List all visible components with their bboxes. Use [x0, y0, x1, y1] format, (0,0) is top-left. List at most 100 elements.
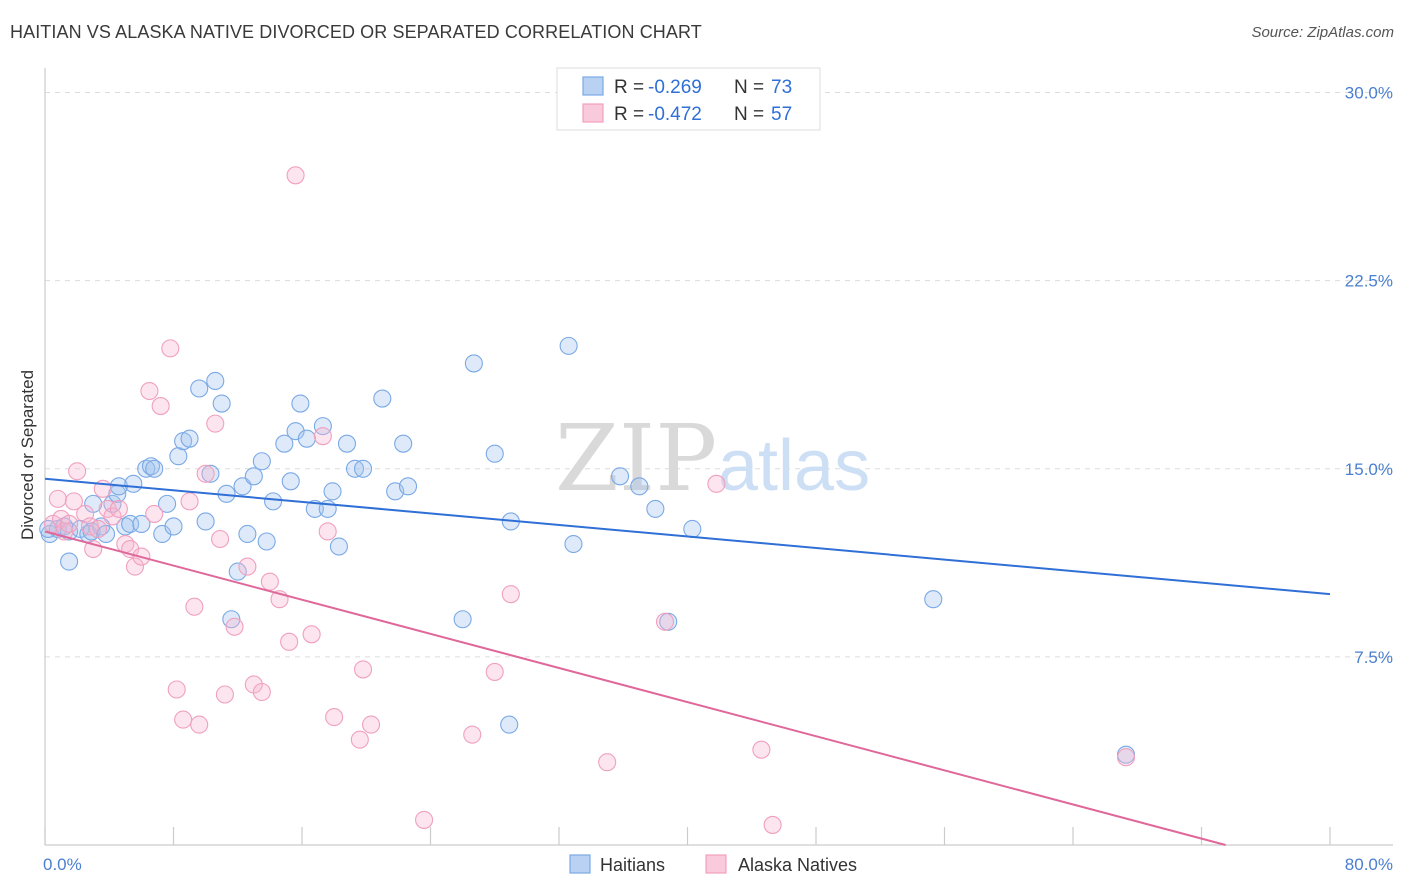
point-alaska-native: [1116, 748, 1136, 767]
point-haitians: [233, 477, 252, 496]
legend-bottom-label-alaska: Alaska Natives: [738, 855, 857, 875]
point-haitians: [244, 467, 263, 486]
point-alaska-native: [125, 557, 144, 576]
point-haitians: [353, 459, 373, 478]
point-haitians: [196, 512, 215, 531]
y-tick-label: 30.0%: [1345, 84, 1393, 103]
point-alaska-native: [151, 397, 170, 416]
point-alaska-native: [763, 815, 782, 834]
chart-title: HAITIAN VS ALASKA NATIVE DIVORCED OR SEP…: [10, 22, 702, 42]
point-haitians: [559, 336, 578, 355]
point-haitians: [297, 429, 316, 448]
point-alaska-native: [598, 753, 617, 772]
legend-n-value-2: 57: [771, 104, 792, 125]
y-tick-label: 15.0%: [1345, 460, 1393, 479]
point-haitians: [275, 434, 294, 453]
point-alaska-native: [167, 680, 186, 699]
legend-bottom-label-haitians: Haitians: [600, 855, 665, 875]
point-alaska-native: [463, 725, 482, 744]
point-haitians: [305, 499, 324, 518]
legend-n-label-1: N =: [734, 77, 764, 98]
y-tick-label: 7.5%: [1354, 648, 1393, 667]
point-haitians: [924, 590, 943, 609]
legend-swatch-haitians: [582, 76, 604, 96]
point-alaska-native: [707, 474, 726, 493]
point-haitians: [164, 517, 183, 536]
point-haitians: [564, 534, 583, 554]
point-alaska-native: [109, 499, 128, 518]
point-haitians: [60, 552, 79, 571]
point-alaska-native: [215, 685, 234, 704]
point-haitians: [329, 537, 348, 556]
point-alaska-native: [190, 715, 209, 734]
point-alaska-native: [161, 339, 180, 358]
watermark-zip: ZIP: [555, 405, 717, 512]
series-alaska-natives: [43, 166, 1136, 834]
point-alaska-native: [252, 682, 271, 702]
point-alaska-native: [280, 632, 299, 651]
series-haitians: [39, 336, 1136, 764]
watermark-atlas: atlas: [718, 426, 870, 506]
trendlines: [44, 477, 1331, 846]
point-haitians: [238, 524, 257, 544]
legend-r-label-1: R =: [614, 77, 644, 98]
point-alaska-native: [196, 464, 215, 483]
point-haitians: [394, 434, 413, 453]
point-haitians: [124, 474, 143, 493]
point-haitians: [313, 417, 332, 436]
point-alaska-native: [60, 514, 79, 534]
point-alaska-native: [286, 166, 305, 185]
point-alaska-native: [501, 585, 520, 604]
point-haitians: [646, 499, 665, 518]
point-haitians: [257, 532, 276, 551]
point-alaska-native: [325, 708, 344, 727]
point-alaska-native: [260, 572, 279, 591]
point-alaska-native: [485, 662, 504, 681]
point-haitians: [145, 459, 164, 478]
point-alaska-native: [238, 557, 257, 576]
point-haitians: [180, 429, 199, 448]
watermark: ZIP atlas: [555, 405, 870, 512]
point-alaska-native: [302, 625, 321, 644]
point-haitians: [228, 562, 247, 581]
point-haitians: [291, 394, 310, 413]
legend-r-value-1: -0.269: [648, 77, 702, 98]
legend-bottom-swatch-haitians: [569, 854, 591, 874]
point-haitians: [323, 482, 342, 501]
legend-n-value-1: 73: [771, 77, 792, 98]
point-haitians: [485, 444, 504, 463]
point-haitians: [252, 452, 271, 471]
legend-top: R = -0.269 N = 73 R = -0.472 N = 57: [556, 67, 821, 131]
point-alaska-native: [206, 414, 225, 433]
point-alaska-native: [185, 597, 204, 616]
point-haitians: [201, 464, 220, 483]
point-haitians: [500, 715, 519, 734]
point-alaska-native: [48, 489, 67, 508]
point-alaska-native: [68, 462, 87, 481]
y-tick-labels: 7.5% 15.0% 22.5% 30.0%: [1345, 84, 1393, 667]
gridlines: [45, 92, 1393, 658]
y-tick-label: 22.5%: [1345, 272, 1393, 291]
point-alaska-native: [752, 740, 771, 759]
point-alaska-native: [103, 507, 122, 526]
point-haitians: [683, 519, 702, 539]
point-haitians: [281, 472, 300, 491]
x-tick-label-max: 80.0%: [1345, 855, 1393, 874]
legend-r-value-2: -0.472: [648, 104, 702, 125]
x-tick-label-min: 0.0%: [43, 855, 82, 874]
point-haitians: [373, 389, 392, 408]
trendline-haitians: [44, 477, 1331, 596]
legend-swatch-alaska: [582, 103, 604, 123]
point-haitians: [264, 492, 283, 511]
point-alaska-native: [313, 427, 332, 446]
point-haitians: [206, 371, 225, 391]
point-haitians: [398, 477, 418, 496]
point-alaska-native: [140, 381, 159, 401]
point-alaska-native: [145, 504, 164, 523]
axes: [44, 68, 1393, 846]
legend-r-label-2: R =: [614, 104, 644, 125]
legend-n-label-2: N =: [734, 104, 764, 125]
point-haitians: [212, 394, 231, 413]
point-alaska-native: [353, 660, 373, 679]
